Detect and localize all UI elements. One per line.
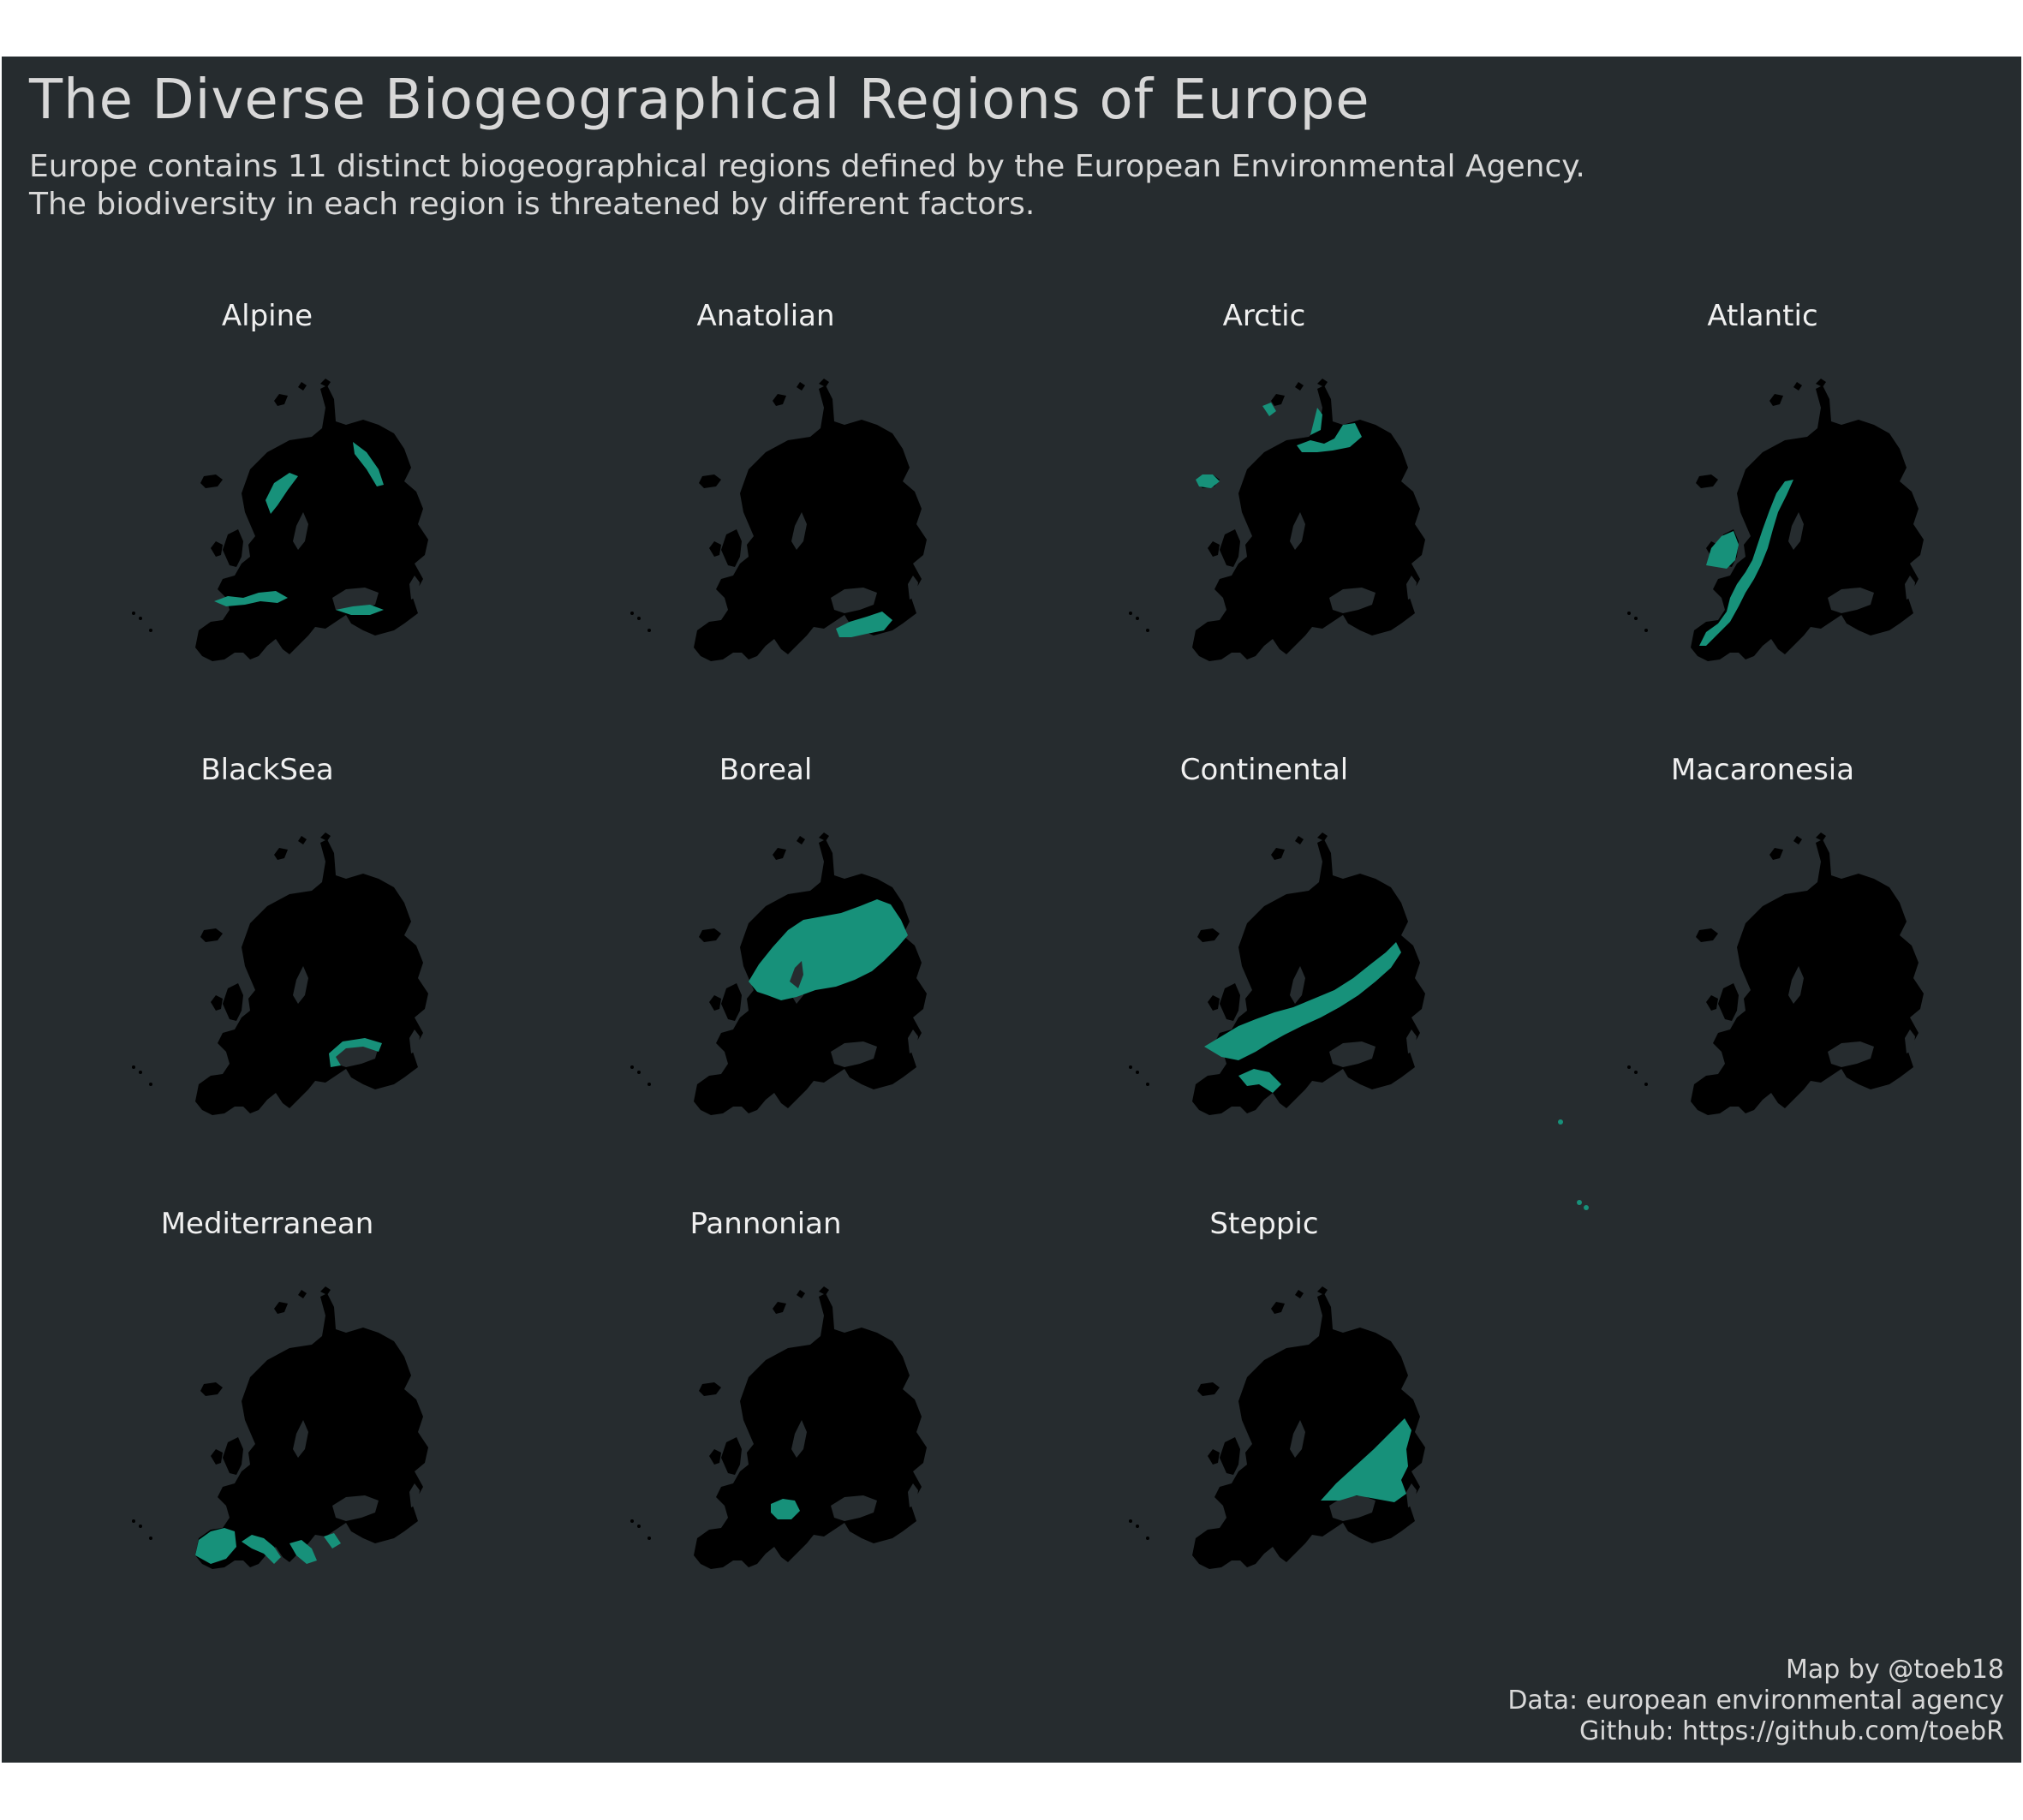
facet-label-macaronesia: Macaronesia: [1671, 753, 1854, 787]
facet-arctic: Arctic: [1129, 299, 1425, 661]
facet-alpine: Alpine: [132, 299, 428, 661]
facet-label-steppic: Steppic: [1209, 1207, 1318, 1241]
subtitle-line-1: Europe contains 11 distinct biogeographi…: [29, 149, 1585, 184]
region-continental: [1204, 942, 1401, 1093]
region-mediterranean: [195, 1528, 341, 1564]
caption-author: Map by @toeb18: [1786, 1655, 2004, 1685]
facet-anatolian: Anatolian: [630, 299, 927, 661]
facet-steppic: Steppic: [1129, 1207, 1425, 1569]
facet-label-boreal: Boreal: [719, 753, 813, 787]
facet-label-arctic: Arctic: [1223, 299, 1306, 333]
facet-label-continental: Continental: [1180, 753, 1349, 787]
region-steppic: [1321, 1418, 1411, 1502]
region-alpine: [214, 442, 384, 615]
subtitle-line-2: The biodiversity in each region is threa…: [29, 187, 1035, 222]
facet-label-alpine: Alpine: [222, 299, 313, 333]
facet-label-atlantic: Atlantic: [1707, 299, 1817, 333]
facet-boreal: Boreal: [630, 753, 927, 1115]
caption-data-source: Data: european environmental agency: [1507, 1686, 2004, 1716]
facet-label-mediterranean: Mediterranean: [161, 1207, 374, 1241]
facet-label-pannonian: Pannonian: [689, 1207, 841, 1241]
facet-label-blacksea: BlackSea: [200, 753, 333, 787]
region-blacksea: [329, 1038, 382, 1067]
map-panel: The Diverse Biogeographical Regions of E…: [2, 57, 2021, 1763]
region-pannonian: [771, 1499, 800, 1519]
region-arctic: [1196, 403, 1362, 488]
caption-github-link: Github: https://github.com/toebR: [1579, 1716, 2004, 1746]
facet-blacksea: BlackSea: [132, 753, 428, 1115]
region-anatolian: [836, 612, 892, 637]
facet-pannonian: Pannonian: [630, 1207, 927, 1569]
region-atlantic: [1699, 480, 1793, 646]
small-multiples-maps: Alpine Anatolian Arctic Atlantic: [132, 299, 1924, 1569]
facet-label-anatolian: Anatolian: [696, 299, 834, 333]
region-macaronesia: [1558, 1119, 1563, 1125]
facet-mediterranean: Mediterranean: [132, 1207, 428, 1569]
region-boreal: [749, 899, 908, 1000]
facet-continental: Continental: [1129, 753, 1425, 1115]
facet-atlantic: Atlantic: [1627, 299, 1924, 661]
facet-macaronesia: Macaronesia: [1558, 753, 1924, 1210]
page-title: The Diverse Biogeographical Regions of E…: [29, 69, 1370, 132]
